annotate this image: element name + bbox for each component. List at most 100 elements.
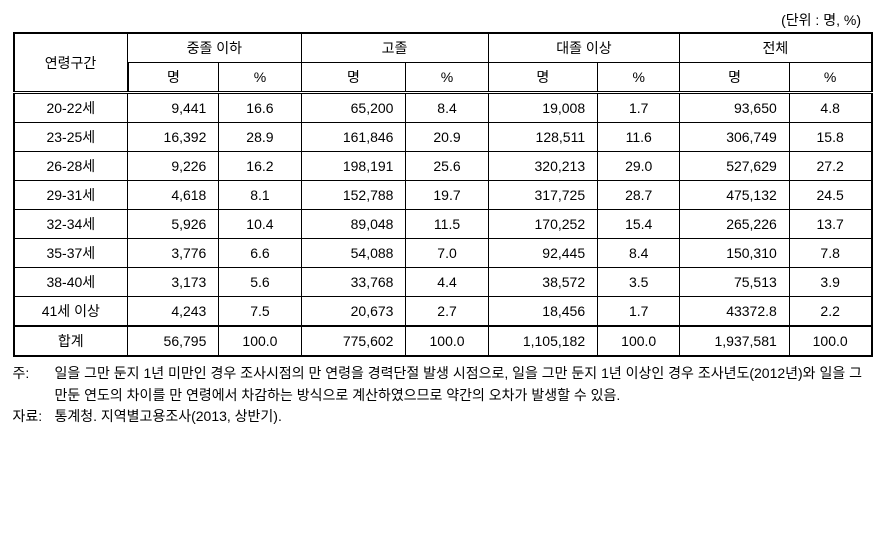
pct-cell: 7.8 <box>789 239 871 268</box>
count-cell: 1,937,581 <box>680 326 790 356</box>
pct-cell: 7.5 <box>219 297 301 327</box>
table-row: 23-25세16,39228.9161,84620.9128,51111.630… <box>14 123 872 152</box>
sub-header-count: 명 <box>680 63 790 93</box>
pct-cell: 1.7 <box>598 297 680 327</box>
pct-cell: 100.0 <box>219 326 301 356</box>
pct-cell: 8.1 <box>219 181 301 210</box>
sub-header-count: 명 <box>128 63 219 93</box>
pct-cell: 1.7 <box>598 93 680 123</box>
pct-cell: 7.0 <box>406 239 488 268</box>
pct-cell: 29.0 <box>598 152 680 181</box>
count-cell: 475,132 <box>680 181 790 210</box>
pct-cell: 16.6 <box>219 93 301 123</box>
pct-cell: 8.4 <box>598 239 680 268</box>
count-cell: 9,226 <box>128 152 219 181</box>
count-cell: 161,846 <box>301 123 406 152</box>
pct-cell: 2.7 <box>406 297 488 327</box>
pct-cell: 2.2 <box>789 297 871 327</box>
footnotes: 주: 일을 그만 둔지 1년 미만인 경우 조사시점의 만 연령을 경력단절 발… <box>13 363 873 428</box>
pct-cell: 3.5 <box>598 268 680 297</box>
pct-cell: 13.7 <box>789 210 871 239</box>
pct-cell: 20.9 <box>406 123 488 152</box>
pct-cell: 28.7 <box>598 181 680 210</box>
pct-cell: 16.2 <box>219 152 301 181</box>
pct-cell: 4.8 <box>789 93 871 123</box>
age-cell: 합계 <box>14 326 128 356</box>
count-cell: 527,629 <box>680 152 790 181</box>
sub-header-count: 명 <box>488 63 598 93</box>
count-cell: 198,191 <box>301 152 406 181</box>
col-group-header: 대졸 이상 <box>488 33 680 63</box>
count-cell: 3,776 <box>128 239 219 268</box>
col-group-header: 중졸 이하 <box>128 33 301 63</box>
pct-cell: 15.8 <box>789 123 871 152</box>
pct-cell: 28.9 <box>219 123 301 152</box>
count-cell: 4,243 <box>128 297 219 327</box>
pct-cell: 11.6 <box>598 123 680 152</box>
sub-header-pct: % <box>789 63 871 93</box>
pct-cell: 100.0 <box>598 326 680 356</box>
count-cell: 4,618 <box>128 181 219 210</box>
sub-header-pct: % <box>406 63 488 93</box>
count-cell: 3,173 <box>128 268 219 297</box>
table-row: 38-40세3,1735.633,7684.438,5723.575,5133.… <box>14 268 872 297</box>
pct-cell: 19.7 <box>406 181 488 210</box>
table-row: 35-37세3,7766.654,0887.092,4458.4150,3107… <box>14 239 872 268</box>
table-row: 20-22세9,44116.665,2008.419,0081.793,6504… <box>14 93 872 123</box>
col-group-header: 전체 <box>680 33 872 63</box>
count-cell: 75,513 <box>680 268 790 297</box>
count-cell: 128,511 <box>488 123 598 152</box>
pct-cell: 3.9 <box>789 268 871 297</box>
count-cell: 18,456 <box>488 297 598 327</box>
count-cell: 9,441 <box>128 93 219 123</box>
note-text: 일을 그만 둔지 1년 미만인 경우 조사시점의 만 연령을 경력단절 발생 시… <box>55 363 873 406</box>
count-cell: 89,048 <box>301 210 406 239</box>
count-cell: 65,200 <box>301 93 406 123</box>
pct-cell: 25.6 <box>406 152 488 181</box>
table-body: 20-22세9,44116.665,2008.419,0081.793,6504… <box>14 93 872 357</box>
count-cell: 33,768 <box>301 268 406 297</box>
count-cell: 1,105,182 <box>488 326 598 356</box>
table-row: 29-31세4,6188.1152,78819.7317,72528.7475,… <box>14 181 872 210</box>
pct-cell: 24.5 <box>789 181 871 210</box>
table-row: 26-28세9,22616.2198,19125.6320,21329.0527… <box>14 152 872 181</box>
count-cell: 265,226 <box>680 210 790 239</box>
note-label: 주: <box>13 363 55 406</box>
sub-header-count: 명 <box>301 63 406 93</box>
count-cell: 152,788 <box>301 181 406 210</box>
age-cell: 38-40세 <box>14 268 128 297</box>
count-cell: 170,252 <box>488 210 598 239</box>
count-cell: 56,795 <box>128 326 219 356</box>
count-cell: 317,725 <box>488 181 598 210</box>
count-cell: 54,088 <box>301 239 406 268</box>
count-cell: 92,445 <box>488 239 598 268</box>
pct-cell: 15.4 <box>598 210 680 239</box>
pct-cell: 5.6 <box>219 268 301 297</box>
count-cell: 93,650 <box>680 93 790 123</box>
col-age-header: 연령구간 <box>14 33 128 93</box>
sub-header-pct: % <box>219 63 301 93</box>
age-cell: 26-28세 <box>14 152 128 181</box>
table-row: 32-34세5,92610.489,04811.5170,25215.4265,… <box>14 210 872 239</box>
count-cell: 20,673 <box>301 297 406 327</box>
count-cell: 5,926 <box>128 210 219 239</box>
pct-cell: 6.6 <box>219 239 301 268</box>
count-cell: 16,392 <box>128 123 219 152</box>
count-cell: 38,572 <box>488 268 598 297</box>
pct-cell: 8.4 <box>406 93 488 123</box>
pct-cell: 10.4 <box>219 210 301 239</box>
age-cell: 23-25세 <box>14 123 128 152</box>
age-cell: 29-31세 <box>14 181 128 210</box>
data-table: 연령구간 중졸 이하 고졸 대졸 이상 전체 명 % 명 % 명 % 명 % 2… <box>13 32 873 357</box>
source-label: 자료: <box>13 406 55 428</box>
pct-cell: 11.5 <box>406 210 488 239</box>
source-text: 통계청. 지역별고용조사(2013, 상반기). <box>55 406 873 428</box>
pct-cell: 27.2 <box>789 152 871 181</box>
col-group-header: 고졸 <box>301 33 488 63</box>
age-cell: 41세 이상 <box>14 297 128 327</box>
pct-cell: 4.4 <box>406 268 488 297</box>
count-cell: 43372.8 <box>680 297 790 327</box>
age-cell: 20-22세 <box>14 93 128 123</box>
count-cell: 150,310 <box>680 239 790 268</box>
count-cell: 306,749 <box>680 123 790 152</box>
